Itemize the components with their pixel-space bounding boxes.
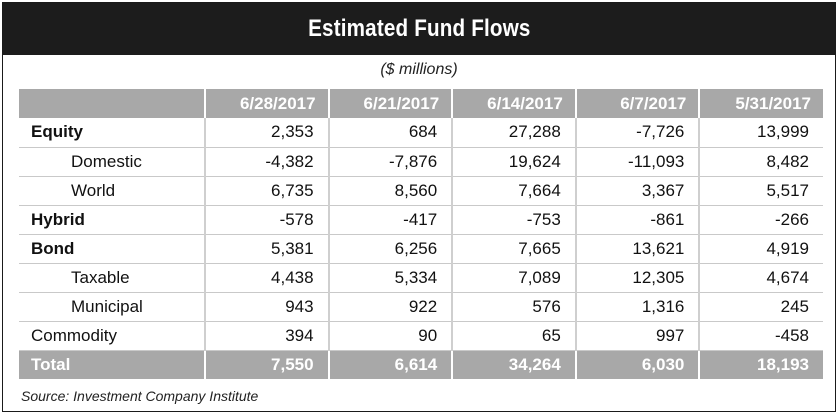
value-cell: -11,093 [574,147,700,177]
value-cell: 576 [451,292,576,322]
value-cell: 4,438 [204,263,329,293]
value-cell: 19,624 [451,147,576,177]
value-cell: -4,382 [204,147,329,177]
value-cell: -753 [451,205,576,235]
row-label: Domestic [19,147,205,177]
value-cell: 8,482 [698,147,823,177]
header-row: 6/28/2017 6/21/2017 6/14/2017 6/7/2017 5/31/… [19,89,823,118]
value-cell: -7,726 [574,118,700,148]
title-bar: Estimated Fund Flows [3,3,835,55]
row-label: Hybrid [19,205,205,235]
value-cell: 13,999 [698,118,823,148]
value-cell: -266 [698,205,823,235]
value-cell: 2,353 [204,118,329,148]
row-label: Commodity [19,321,205,351]
table-row: Domestic -4,382 -7,876 19,624 -11,093 8,482 [19,147,823,177]
value-cell: 6,256 [327,234,453,264]
row-label: Total [19,350,205,379]
value-cell: 922 [327,292,453,322]
value-cell: 7,665 [451,234,576,264]
table-body: Equity 2,353 684 27,288 -7,726 13,999 Domestic… [19,118,823,379]
table-row: World 6,735 8,560 7,664 3,367 5,517 [19,176,823,206]
value-cell: 6,614 [327,350,453,379]
value-cell: 684 [327,118,453,148]
value-cell: -458 [698,321,823,351]
value-cell: 4,674 [698,263,823,293]
value-cell: 7,550 [204,350,329,379]
table-row: Equity 2,353 684 27,288 -7,726 13,999 [19,118,823,148]
value-cell: -417 [327,205,453,235]
value-cell: 6,735 [204,176,329,206]
table-title: Estimated Fund Flows [307,15,531,42]
column-header: 6/14/2017 [451,89,576,118]
value-cell: 997 [574,321,700,351]
value-cell: 4,919 [698,234,823,264]
column-header: 6/28/2017 [204,89,329,118]
row-label: Equity [19,118,205,148]
row-label: Municipal [19,292,205,322]
row-label: Taxable [19,263,205,293]
value-cell: 8,560 [327,176,453,206]
value-cell: 394 [204,321,329,351]
total-row: Total 7,550 6,614 34,264 6,030 18,193 [19,350,823,379]
table-row: Taxable 4,438 5,334 7,089 12,305 4,674 [19,263,823,293]
table-row: Hybrid -578 -417 -753 -861 -266 [19,205,823,235]
value-cell: 27,288 [451,118,576,148]
value-cell: 90 [327,321,453,351]
column-header: 6/21/2017 [327,89,453,118]
value-cell: 5,334 [327,263,453,293]
column-header: 6/7/2017 [574,89,700,118]
value-cell: 12,305 [574,263,700,293]
value-cell: 18,193 [698,350,823,379]
fund-flows-table-panel: Estimated Fund Flows ($ millions) 6/28/2… [2,2,836,412]
table-subtitle: ($ millions) [380,61,458,78]
source-note: Source: Investment Company Institute [21,388,259,404]
value-cell: 943 [204,292,329,322]
value-cell: -861 [574,205,700,235]
value-cell: 7,664 [451,176,576,206]
value-cell: 34,264 [451,350,576,379]
value-cell: 1,316 [574,292,700,322]
table-row: Commodity 394 90 65 997 -458 [19,321,823,351]
table-row: Municipal 943 922 576 1,316 245 [19,292,823,322]
value-cell: -7,876 [327,147,453,177]
column-header: 5/31/2017 [698,89,823,118]
value-cell: 3,367 [574,176,700,206]
value-cell: 65 [451,321,576,351]
value-cell: 5,381 [204,234,329,264]
fund-flows-table: 6/28/2017 6/21/2017 6/14/2017 6/7/2017 5/31/… [19,89,823,379]
row-label: World [19,176,205,206]
value-cell: -578 [204,205,329,235]
value-cell: 5,517 [698,176,823,206]
header-cell-blank [19,89,205,118]
value-cell: 7,089 [451,263,576,293]
value-cell: 13,621 [574,234,700,264]
table-row: Bond 5,381 6,256 7,665 13,621 4,919 [19,234,823,264]
row-label: Bond [19,234,205,264]
value-cell: 245 [698,292,823,322]
value-cell: 6,030 [574,350,700,379]
